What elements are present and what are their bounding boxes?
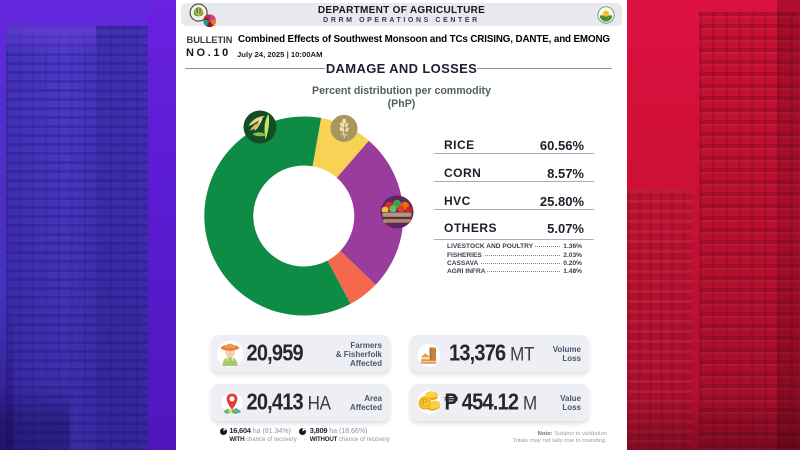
svg-text:P: P [422, 398, 428, 407]
